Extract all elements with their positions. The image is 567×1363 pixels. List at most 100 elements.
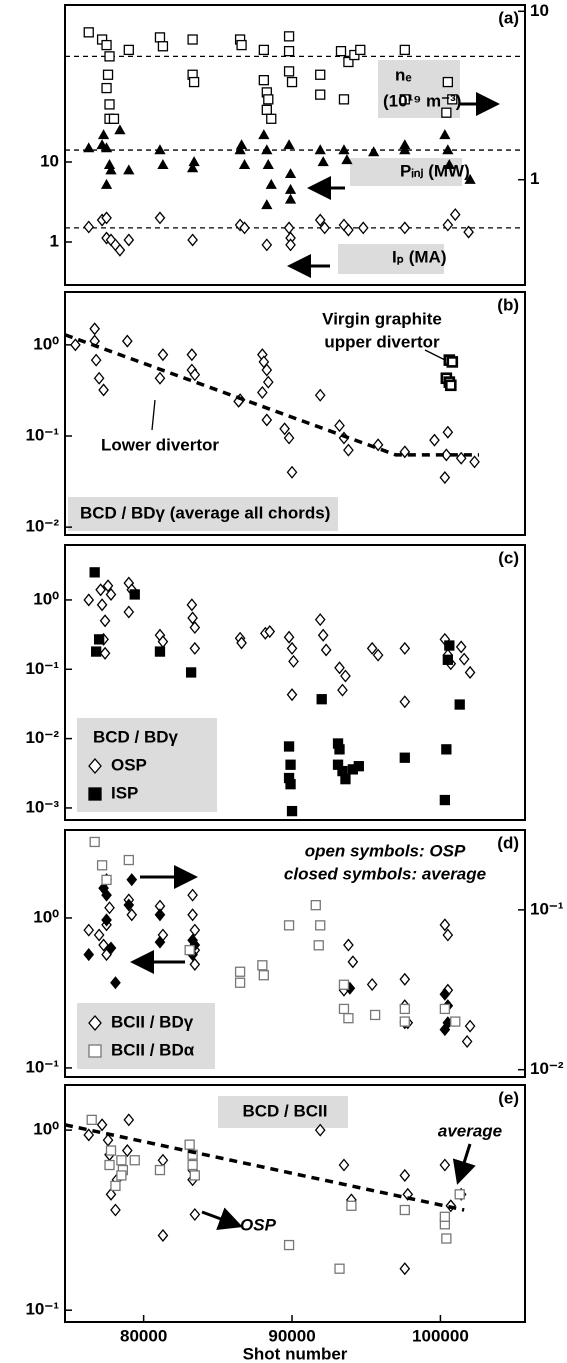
point	[283, 630, 295, 644]
point	[399, 1016, 410, 1027]
point	[286, 688, 298, 702]
point	[315, 920, 326, 931]
point	[286, 805, 298, 817]
annotation: closed symbols: average	[284, 864, 486, 883]
plot-frame	[64, 4, 526, 286]
point	[100, 178, 113, 189]
point	[332, 738, 344, 749]
point	[399, 144, 411, 155]
y-tick-label: 10⁻²	[25, 517, 59, 536]
y-tick-label: 10⁻¹	[25, 1300, 59, 1319]
point	[261, 144, 273, 155]
panel-label: (b)	[497, 295, 519, 314]
point	[458, 652, 470, 666]
point	[343, 938, 354, 952]
annotation-box	[350, 158, 462, 186]
annotation-box	[68, 497, 338, 531]
point	[187, 1149, 198, 1160]
point	[189, 621, 201, 635]
point	[441, 448, 452, 462]
legend-symbol	[88, 1015, 102, 1031]
point	[288, 654, 299, 668]
y-tick-label: 10⁻¹	[25, 659, 59, 678]
point	[355, 44, 366, 56]
point	[283, 31, 295, 42]
point	[104, 901, 115, 915]
arrow	[452, 1143, 476, 1185]
point	[189, 641, 201, 655]
point	[283, 741, 295, 752]
point	[357, 221, 369, 235]
panel-label: (e)	[498, 1088, 519, 1107]
point	[439, 129, 451, 140]
point	[286, 465, 298, 479]
point	[450, 1016, 461, 1027]
point	[154, 211, 166, 225]
point	[399, 1168, 411, 1182]
fit-line	[64, 1123, 465, 1212]
annotation: Iₚ (MA)	[392, 247, 447, 266]
point	[123, 854, 134, 866]
point	[101, 39, 112, 51]
point	[187, 611, 198, 625]
point	[340, 774, 351, 785]
point	[99, 646, 111, 660]
point	[187, 233, 198, 247]
point	[101, 874, 112, 886]
point	[340, 669, 351, 683]
point	[154, 646, 166, 657]
point	[187, 34, 198, 45]
point	[439, 471, 451, 485]
point	[283, 66, 295, 77]
point	[353, 761, 364, 772]
annotation: Pᵢₙⱼ (MW)	[400, 161, 470, 180]
x-axis-label: Shot number	[243, 1344, 348, 1363]
point	[261, 413, 273, 427]
point	[258, 970, 269, 981]
y2-tick-label: 10⁻¹	[530, 899, 564, 918]
point	[338, 1158, 350, 1172]
point	[442, 76, 453, 88]
point	[157, 41, 169, 52]
point	[262, 375, 274, 389]
annotation: average	[438, 1121, 502, 1140]
point	[314, 388, 326, 402]
point	[265, 178, 277, 189]
point	[154, 935, 166, 949]
point	[399, 44, 410, 56]
point	[334, 661, 345, 675]
point	[469, 455, 480, 469]
plot-frame	[64, 1084, 526, 1323]
point	[283, 431, 295, 445]
point	[261, 199, 273, 210]
point	[187, 162, 199, 173]
point	[338, 979, 350, 990]
point	[368, 146, 380, 157]
point	[314, 213, 326, 227]
point	[310, 900, 321, 911]
legend-label: ISP	[111, 783, 138, 802]
point	[261, 104, 272, 115]
point	[121, 334, 133, 348]
point	[188, 156, 200, 167]
point	[239, 221, 250, 235]
annotation: nₑ	[395, 65, 412, 84]
point	[104, 51, 115, 62]
point	[283, 139, 295, 150]
point	[157, 159, 169, 170]
x-tick-label: 90000	[268, 1326, 315, 1345]
point	[314, 1123, 326, 1137]
point	[102, 579, 114, 593]
point	[116, 1155, 127, 1166]
point	[123, 1113, 135, 1127]
point	[283, 920, 295, 931]
plot-frame	[64, 829, 526, 1078]
point	[335, 45, 347, 57]
y-tick-label: 10⁰	[33, 334, 59, 353]
point	[464, 1019, 476, 1033]
point	[366, 641, 378, 655]
point	[257, 385, 268, 400]
point	[236, 636, 247, 650]
point	[337, 683, 348, 697]
panel-label: (a)	[498, 8, 519, 27]
